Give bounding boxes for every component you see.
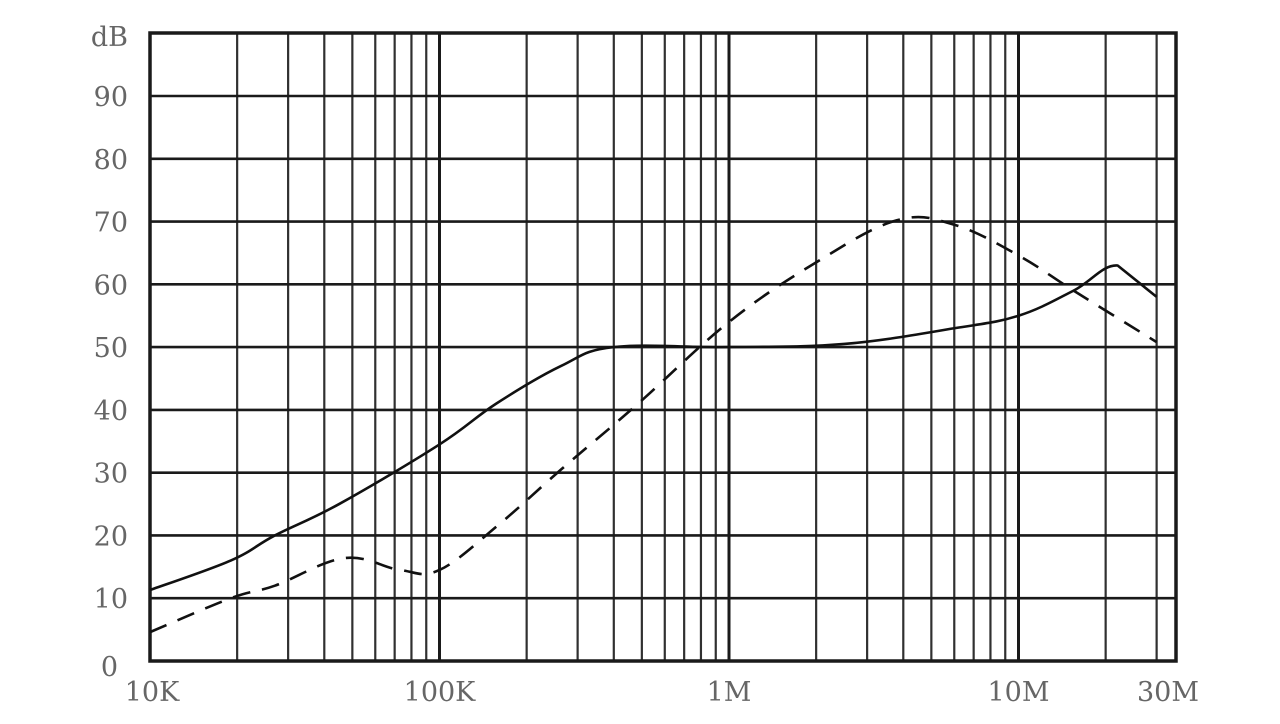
y-tick-label: 90 (94, 82, 128, 113)
horizontal-gridlines (150, 94, 1176, 663)
y-tick-label: 60 (94, 270, 128, 301)
y-tick-label: 70 (94, 208, 128, 239)
y-tick-label: 30 (94, 459, 128, 490)
x-tick-label: 100K (404, 677, 477, 708)
x-tick-label: 30M (1137, 677, 1199, 708)
series-solid-line (149, 264, 1158, 592)
y-tick-label: 80 (94, 145, 128, 176)
series-dashed-line (149, 215, 1158, 634)
x-tick-label: 1M (707, 677, 752, 708)
y-tick-label: 20 (94, 521, 128, 552)
x-tick-label: 10M (987, 677, 1049, 708)
y-axis-unit-label: dB (91, 22, 128, 53)
y-tick-label: 40 (94, 396, 128, 427)
x-axis-tick-labels: 10K 100K 1M 10M 30M (125, 677, 1199, 708)
y-tick-label: 50 (94, 333, 128, 364)
x-tick-label: 10K (125, 677, 180, 708)
data-series (149, 215, 1158, 634)
y-axis-tick-labels: 10 20 30 40 50 60 70 80 90 0 (94, 82, 128, 683)
y-tick-label: 0 (101, 652, 118, 683)
y-tick-label: 10 (94, 584, 128, 615)
plot-frame (148, 31, 1178, 663)
